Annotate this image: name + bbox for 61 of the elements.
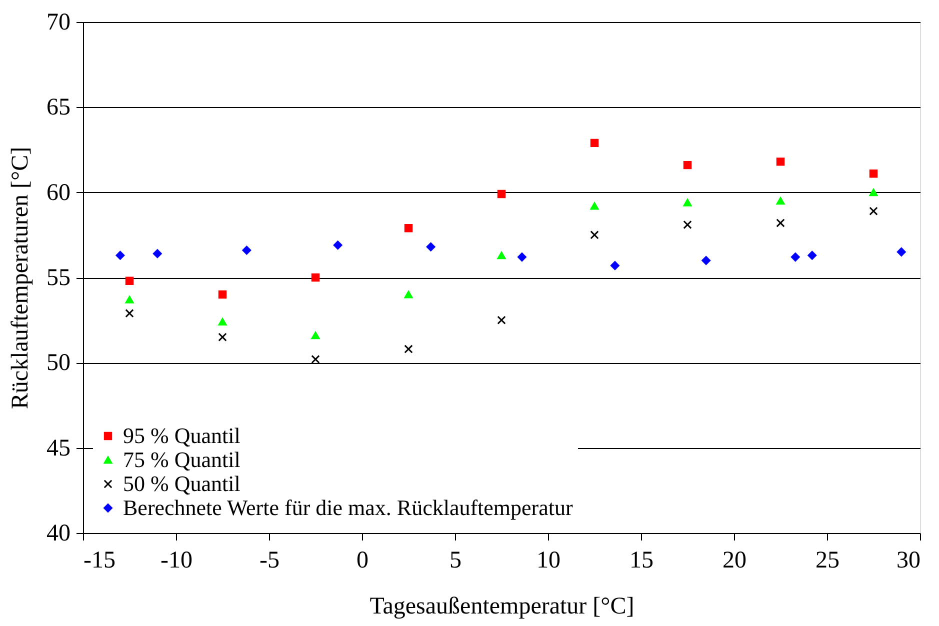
x-tick-label: 30 — [896, 548, 920, 574]
x-axis-title: Tagesaußentemperatur [°C] — [370, 594, 634, 620]
point — [790, 252, 800, 262]
legend-label: 75 % Quantil — [123, 447, 240, 472]
x-tick-label: -10 — [160, 548, 192, 574]
point — [333, 240, 342, 250]
point — [497, 252, 506, 260]
point — [683, 160, 692, 170]
y-tick-label: 50 — [46, 350, 70, 376]
x-tick-label: 15 — [630, 548, 654, 574]
point — [404, 224, 413, 232]
point — [404, 344, 413, 354]
point — [218, 290, 227, 299]
point — [218, 318, 227, 326]
point — [590, 138, 599, 148]
legend-label: Berechnete Werte für die max. Rücklauftemperatur — [123, 495, 574, 520]
point — [896, 247, 906, 256]
x-tick-label: 5 — [450, 548, 462, 574]
point — [869, 206, 878, 216]
y-tick-label: 70 — [46, 10, 70, 36]
point — [311, 332, 320, 340]
point — [702, 256, 711, 265]
y-tick-label: 55 — [46, 265, 70, 291]
point — [218, 332, 227, 342]
x-tick-label: 25 — [816, 548, 840, 574]
point — [610, 261, 620, 270]
x-tick-label: 20 — [722, 548, 746, 574]
point — [497, 316, 506, 324]
x-tick-label: 10 — [536, 548, 560, 574]
point — [404, 290, 413, 298]
y-axis-title: Rücklauftemperaturen [°C] — [8, 146, 34, 410]
point — [311, 354, 320, 364]
point — [426, 242, 436, 252]
y-tick-label: 65 — [46, 94, 70, 121]
point — [683, 198, 692, 206]
point — [518, 252, 526, 262]
point — [242, 246, 252, 255]
x-tick-label: 0 — [356, 548, 368, 574]
y-tick-label: 60 — [46, 180, 70, 206]
y-tick-label: 45 — [46, 435, 70, 462]
point — [152, 249, 162, 258]
point — [116, 250, 125, 260]
y-tick-label: 40 — [46, 520, 70, 546]
legend-label: 50 % Quantil — [123, 471, 240, 496]
point — [590, 202, 599, 210]
point — [683, 220, 692, 230]
point — [808, 250, 817, 260]
point — [125, 296, 134, 304]
point — [869, 169, 878, 178]
point — [776, 197, 785, 205]
point — [869, 188, 878, 196]
point — [776, 218, 785, 228]
point — [776, 158, 785, 166]
point — [125, 276, 134, 286]
legend-label: 95 % Quantil — [123, 423, 240, 448]
point — [125, 308, 134, 318]
x-tick-label: -5 — [260, 548, 280, 574]
point — [497, 190, 506, 198]
point — [311, 273, 320, 282]
point — [590, 230, 599, 240]
x-tick-label: -15 — [84, 548, 116, 574]
